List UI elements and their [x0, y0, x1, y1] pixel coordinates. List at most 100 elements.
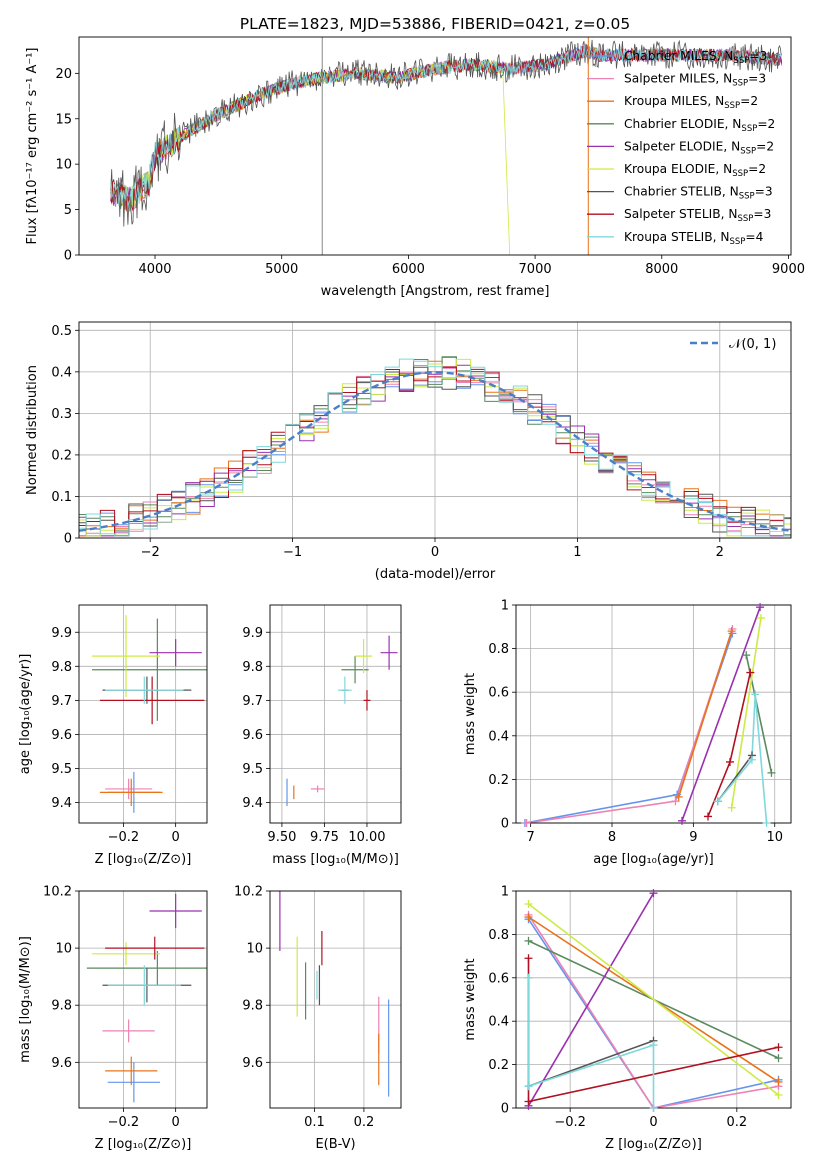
- spectrum-ytick-label: 20: [55, 67, 72, 82]
- weight-vs-age-marker-4-2: [767, 768, 776, 777]
- mass-vs-ebv-ytick-label: 10.2: [234, 885, 263, 900]
- weight-vs-age-marker-9-2: [747, 755, 756, 764]
- mass-vs-Z-plot: [86, 893, 207, 1103]
- weight-vs-age-marker-3-1: [674, 792, 683, 801]
- legend-label-main: Chabrier ELODIE, N: [624, 117, 741, 131]
- spectrum-xtick-label: 6000: [392, 262, 425, 277]
- age-vs-Z-xlabel: Z [log₁₀(Z/Z⊙)]: [95, 852, 192, 867]
- legend-label-main: Chabrier STELIB, N: [624, 185, 739, 199]
- spectrum-line-9: [110, 44, 782, 208]
- weight-vs-age-frame: [515, 604, 792, 824]
- mass-vs-Z-ytick-label: 10.2: [43, 885, 72, 900]
- weight-vs-age-xtick-label: 8: [608, 830, 616, 845]
- legend-label-3: Kroupa MILES, NSSP=2: [624, 94, 758, 111]
- spectrum-ytick-label: 15: [55, 112, 72, 127]
- weight-vs-Z-marker-6-2: [774, 1090, 783, 1099]
- weight-vs-age-marker-9-3: [751, 690, 760, 699]
- age-vs-Z-ytick-label: 9.8: [51, 660, 72, 675]
- mass-vs-Z-ytick-label: 10: [55, 942, 72, 957]
- spectrum-frame: [78, 36, 792, 256]
- age-vs-Z-ytick-label: 9.4: [51, 796, 72, 811]
- age-vs-Z-xtick-label: −0.2: [108, 830, 140, 845]
- legend-label-6: Kroupa ELODIE, NSSP=2: [624, 162, 766, 179]
- weight-vs-age-xtick-label: 7: [527, 830, 535, 845]
- residuals-ytick-label: 0.2: [51, 448, 72, 463]
- weight-vs-age-series-9: [717, 694, 768, 823]
- age-vs-Z-frame: [78, 604, 208, 824]
- weight-vs-Z-ytick-label: 0: [501, 1102, 509, 1117]
- mass-vs-Z-xtick-label: 0: [172, 1115, 180, 1130]
- age-vs-Z-ytick-label: 9.7: [51, 694, 72, 709]
- weight-vs-Z-marker-8-1: [524, 954, 533, 963]
- legend-label-9: Kroupa STELIB, NSSP=4: [624, 230, 764, 247]
- weight-vs-age-marker-2-2: [671, 797, 680, 806]
- legend-label-sub: SSP: [740, 146, 756, 156]
- legend-label-1: Chabrier MILES, NSSP=3: [624, 49, 767, 66]
- legend-label-val: =2: [748, 162, 766, 176]
- mass-vs-ebv-frame: [269, 890, 402, 1109]
- weight-vs-age-marker-6-1: [727, 803, 736, 812]
- legend-label-sub: SSP: [733, 56, 749, 66]
- legend-label-val: =2: [757, 117, 775, 131]
- spectrum-line-6: [110, 58, 511, 255]
- weight-vs-age-ylabel: mass weight: [463, 673, 478, 755]
- legend-label-val: =4: [745, 230, 763, 244]
- mass-vs-ebv-xtick-label: 0.2: [354, 1115, 375, 1130]
- legend-label-sub: SSP: [732, 169, 748, 179]
- legend-label-main: Salpeter MILES, N: [624, 72, 732, 86]
- age-vs-Z-ylabel: age [log₁₀(age/yr)]: [18, 654, 33, 775]
- weight-vs-age-series-8: [707, 672, 752, 817]
- age-vs-Z-ytick-label: 9.9: [51, 626, 72, 641]
- legend-label-8: Salpeter STELIB, NSSP=3: [624, 207, 771, 224]
- legend-label-main: Chabrier MILES, N: [624, 49, 733, 63]
- weight-vs-age-xtick-label: 10: [766, 830, 783, 845]
- weight-vs-age-marker-9-1: [713, 797, 722, 806]
- weight-vs-Z-marker-9-4: [649, 1104, 658, 1112]
- age-vs-mass-ytick-label: 9.6: [242, 728, 263, 743]
- chart-title: PLATE=1823, MJD=53886, FIBERID=0421, z=0…: [240, 15, 630, 33]
- weight-vs-Z-ytick-label: 0.2: [488, 1058, 509, 1073]
- residuals-xlabel: (data-model)/error: [375, 567, 496, 582]
- weight-vs-Z-xtick-label: 0.2: [726, 1115, 747, 1130]
- age-vs-mass-xtick-label: 10.00: [348, 830, 385, 845]
- mass-vs-ebv-panel: 0.1 0.2 9.6 9.8 10 10.2 E(B-V): [234, 885, 402, 1152]
- normal-curve: [79, 371, 791, 532]
- residuals-ytick-label: 0.4: [51, 365, 72, 380]
- mass-vs-Z-xtick-label: −0.2: [108, 1115, 140, 1130]
- weight-vs-Z-marker-4-2: [774, 1054, 783, 1063]
- mass-vs-Z-ylabel: mass [log₁₀(M/M⊙)]: [18, 936, 33, 1063]
- weight-vs-age-ytick-label: 0.8: [488, 642, 509, 657]
- age-vs-mass-ytick-label: 9.9: [242, 626, 263, 641]
- legend-label-sub: SSP: [741, 124, 757, 134]
- residuals-xtick-label: −1: [283, 545, 302, 560]
- weight-vs-age-marker-6-2: [756, 614, 765, 623]
- weight-vs-Z-series-6: [528, 903, 779, 1096]
- weight-vs-Z-marker-9-3: [649, 1041, 658, 1050]
- legend-label-sub: SSP: [730, 237, 746, 247]
- legend-label-7: Chabrier STELIB, NSSP=3: [624, 185, 773, 202]
- mass-vs-ebv-ytick-label: 10: [246, 942, 263, 957]
- weight-vs-Z-ytick-label: 1: [501, 885, 509, 900]
- weight-vs-age-ytick-label: 0.4: [488, 729, 509, 744]
- mass-vs-Z-panel: −0.2 0 9.6 9.8 10 10.2 Z [log₁₀(Z/Z⊙)] mass [lo…: [18, 885, 208, 1152]
- spectrum-ylabel: Flux [fλ10⁻¹⁷ erg cm⁻² s⁻¹ A⁻¹]: [25, 48, 40, 245]
- weight-vs-age-marker-5-2: [756, 603, 765, 612]
- residuals-ylabel: Normed distribution: [25, 365, 40, 495]
- legend-label-sub: SSP: [739, 192, 755, 202]
- age-vs-mass-frame: [269, 604, 402, 824]
- mass-vs-ebv-xtick-label: 0.1: [304, 1115, 325, 1130]
- spectrum-plot: [110, 37, 782, 255]
- weight-vs-Z-xlabel: Z [log₁₀(Z/Z⊙)]: [605, 1137, 702, 1152]
- age-vs-Z-ytick-label: 9.5: [51, 762, 72, 777]
- residuals-ytick-label: 0: [64, 532, 72, 547]
- legend-label-sub: SSP: [732, 79, 748, 89]
- spectrum-xtick-label: 9000: [772, 262, 805, 277]
- spectrum-xtick-label: 7000: [519, 262, 552, 277]
- weight-vs-Z-xtick-label: 0: [649, 1115, 657, 1130]
- age-vs-Z-ytick-label: 9.6: [51, 728, 72, 743]
- residuals-xtick-label: 1: [573, 545, 581, 560]
- spectrum-xtick-label: 5000: [265, 262, 298, 277]
- age-vs-mass-panel: 9.50 9.75 10.00 9.4 9.5 9.6 9.7 9.8 9.9 mass [log…: [242, 604, 402, 867]
- residuals-panel: −2 −1 0 1 2 0 0.1 0.2 0.3 0.4 0.5 (data-model)/erro…: [25, 321, 792, 582]
